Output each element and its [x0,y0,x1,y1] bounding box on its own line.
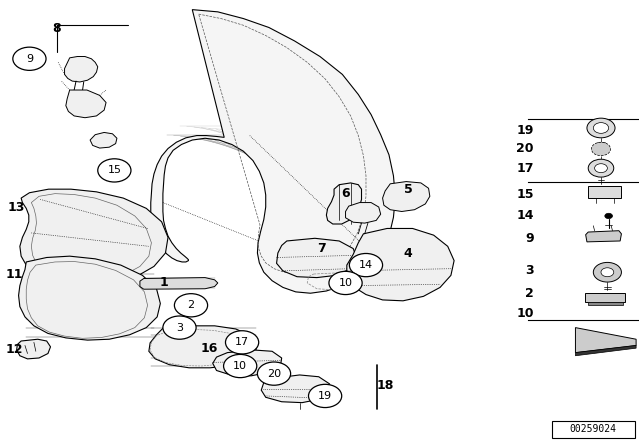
Circle shape [223,354,257,378]
Polygon shape [585,293,625,302]
Text: 5: 5 [404,183,413,196]
Polygon shape [149,326,257,368]
Text: 8: 8 [52,22,61,35]
Circle shape [349,254,383,277]
Circle shape [587,118,615,138]
Circle shape [308,384,342,408]
FancyBboxPatch shape [552,421,635,439]
Polygon shape [586,231,621,242]
Text: 14: 14 [516,209,534,222]
Text: 15: 15 [516,189,534,202]
Polygon shape [65,56,98,82]
Circle shape [588,159,614,177]
Circle shape [591,142,611,155]
Circle shape [13,47,46,70]
Polygon shape [140,278,218,289]
Text: 3: 3 [525,264,534,277]
Polygon shape [347,228,454,301]
Circle shape [593,123,609,134]
Polygon shape [575,345,636,356]
Polygon shape [326,183,362,224]
Text: 20: 20 [267,369,281,379]
Text: 10: 10 [233,361,247,371]
Text: 20: 20 [516,142,534,155]
FancyBboxPatch shape [588,185,621,198]
Polygon shape [261,375,330,403]
Circle shape [257,362,291,385]
Text: 17: 17 [235,337,249,347]
Circle shape [329,271,362,295]
Circle shape [174,294,207,317]
Text: 7: 7 [317,242,326,255]
Circle shape [601,268,614,277]
Polygon shape [212,350,282,376]
Polygon shape [588,302,623,305]
Circle shape [98,159,131,182]
Polygon shape [151,9,396,293]
Circle shape [163,316,196,339]
Polygon shape [90,133,117,148]
Text: 17: 17 [516,162,534,175]
Polygon shape [346,202,381,223]
Text: 1: 1 [159,276,168,289]
Polygon shape [66,90,106,118]
Polygon shape [17,339,51,359]
Polygon shape [20,189,168,286]
Text: 13: 13 [8,201,26,214]
Text: 11: 11 [6,267,24,280]
Text: 3: 3 [176,323,183,332]
Text: 2: 2 [525,287,534,300]
Text: 15: 15 [108,165,122,176]
Text: 10: 10 [516,307,534,320]
Polygon shape [383,181,430,211]
Text: 9: 9 [525,232,534,245]
Text: 14: 14 [359,260,373,270]
Text: 16: 16 [200,342,218,355]
Text: 19: 19 [516,124,534,137]
Circle shape [595,164,607,172]
Circle shape [593,263,621,282]
Polygon shape [575,327,636,353]
Text: 9: 9 [26,54,33,64]
Text: 4: 4 [404,246,413,259]
Circle shape [225,331,259,354]
Text: 19: 19 [318,391,332,401]
Polygon shape [276,238,357,278]
Text: 6: 6 [341,187,350,200]
Text: 2: 2 [188,300,195,310]
Text: 10: 10 [339,278,353,288]
Circle shape [605,213,612,219]
Polygon shape [19,256,161,340]
Text: 18: 18 [376,379,394,392]
Text: 12: 12 [6,343,24,356]
Text: 00259024: 00259024 [570,424,617,435]
